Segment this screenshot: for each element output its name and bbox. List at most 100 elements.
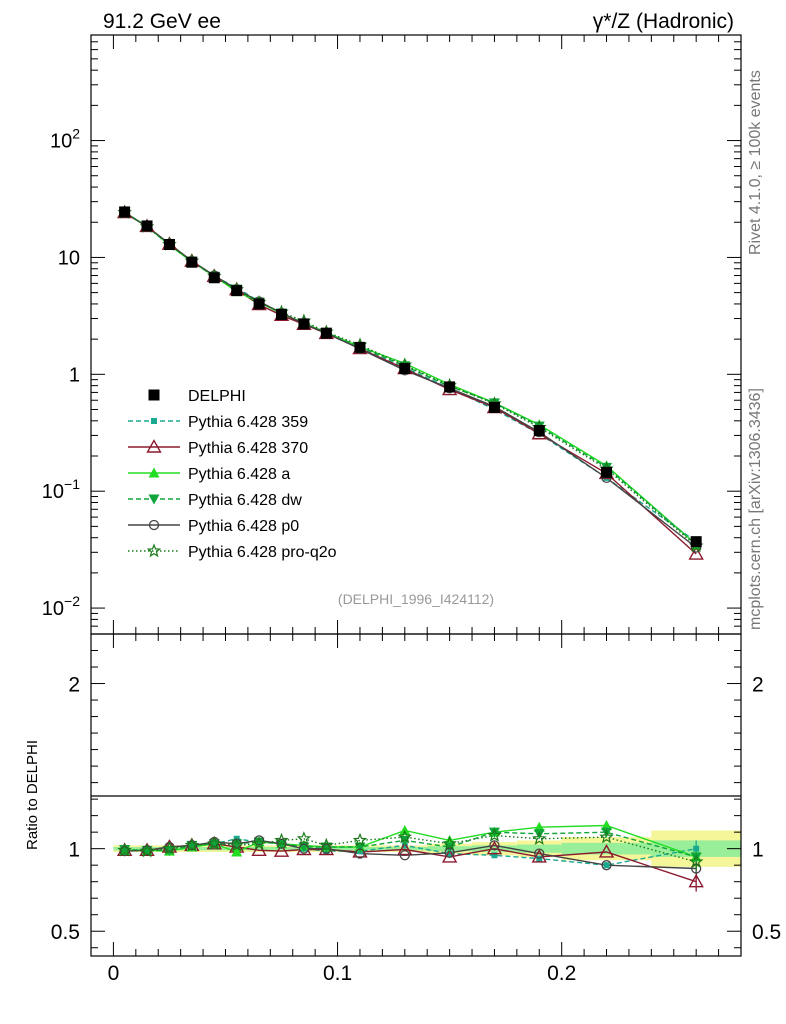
main-point-DELPHI	[208, 272, 220, 284]
legend-label-359: Pythia 6.428 359	[188, 414, 308, 431]
ratio-band-stat	[561, 842, 652, 855]
main-point-DELPHI	[231, 285, 243, 297]
ratio-point-dw	[231, 839, 243, 850]
ratio-point-a	[444, 834, 456, 845]
ratio-point-proq2o	[487, 827, 502, 842]
main-point-DELPHI	[186, 256, 198, 268]
main-y-tick-label: 1	[69, 364, 80, 386]
ratio-point-359	[491, 852, 498, 859]
ratio-point-proq2o	[139, 843, 155, 858]
ratio-point-proq2o	[251, 836, 267, 850]
ratio-x-tick-label: 0	[108, 962, 120, 985]
legend-label-DELPHI: DELPHI	[188, 388, 246, 405]
legend-marker-dw	[148, 494, 160, 505]
ratio-point-proq2o	[162, 841, 177, 855]
ratio-plot-frame	[90, 633, 742, 957]
main-point-DELPHI	[354, 341, 366, 353]
ratio-point-p0	[276, 838, 287, 849]
ratio-point-p0	[119, 845, 130, 857]
ratio-y-tick-label: 0.5	[51, 921, 80, 944]
main-point-DELPHI	[488, 402, 500, 414]
ratio-point-dw	[141, 845, 153, 856]
ratio-point-p0	[444, 847, 455, 858]
legend: DELPHI Pythia 6.428 359 Pythia 6.428 370 Py…	[128, 388, 337, 561]
legend-marker-370	[146, 439, 162, 453]
main-y-tick-label: 10−2	[42, 593, 80, 620]
plot-title-left: 91.2 GeV ee	[103, 10, 221, 33]
ratio-point-359	[446, 850, 453, 857]
main-point-DELPHI	[690, 536, 702, 548]
main-point-DELPHI	[298, 318, 310, 330]
main-point-370	[688, 546, 704, 560]
ratio-line-proq2o	[124, 834, 697, 863]
main-point-DELPHI	[444, 381, 456, 393]
legend-marker-359	[151, 418, 157, 424]
ratio-point-p0	[298, 843, 310, 854]
legend-label-dw: Pythia 6.428 dw	[188, 492, 302, 509]
legend-marker-p0	[148, 519, 160, 531]
plot-title-right: γ*/Z (Hadronic)	[593, 10, 734, 33]
ratio-point-proq2o	[397, 829, 413, 844]
ratio-point-a	[231, 846, 243, 857]
ratio-x-tick-label: 0.2	[547, 962, 576, 985]
ratio-point-370	[688, 873, 704, 888]
ratio-y-tick-label: 1	[68, 839, 80, 862]
ratio-point-370	[251, 842, 267, 857]
main-point-DELPHI	[119, 206, 131, 218]
legend-label-proq2o: Pythia 6.428 pro-q2o	[188, 544, 337, 561]
ratio-y-tick-label: 2	[68, 674, 80, 697]
ratio-point-proq2o	[184, 837, 200, 852]
ratio-point-dw	[253, 837, 265, 848]
ratio-point-p0	[321, 843, 332, 854]
main-point-DELPHI	[253, 298, 265, 310]
ratio-point-370	[397, 841, 413, 856]
main-point-DELPHI	[276, 308, 288, 320]
main-point-DELPHI	[163, 239, 175, 251]
ratio-panel: 0.5 0.5 1 1 2 2 0 0.1 0.2	[51, 633, 781, 985]
ratio-point-a	[601, 820, 613, 831]
main-y-tick-label: 10	[58, 247, 80, 269]
ratio-point-359	[603, 862, 610, 869]
ratio-band-stat	[247, 847, 271, 851]
ratio-x-tick-label: 0.1	[323, 962, 352, 985]
ratio-point-p0	[601, 860, 612, 871]
ratio-point-proq2o	[319, 837, 334, 852]
ratio-y-tick-label-right: 1	[752, 839, 764, 862]
ratio-point-proq2o	[442, 836, 457, 850]
legend-marker-DELPHI	[148, 389, 160, 401]
ratio-point-dw	[488, 827, 500, 838]
legend-label-a: Pythia 6.428 a	[188, 466, 290, 483]
legend-marker-proq2o	[146, 543, 162, 558]
main-point-DELPHI	[141, 220, 153, 232]
ratio-point-359	[693, 845, 700, 852]
ratio-point-p0	[489, 840, 500, 851]
ratio-point-proq2o	[274, 832, 289, 847]
legend-label-370: Pythia 6.428 370	[188, 440, 308, 457]
main-point-DELPHI	[320, 327, 332, 339]
ratio-point-370	[598, 844, 615, 858]
main-y-tick-label: 10−1	[42, 476, 80, 503]
ratio-point-proq2o	[352, 832, 368, 847]
ratio-point-a	[533, 821, 545, 832]
ratio-point-p0	[253, 835, 265, 846]
ratio-point-proq2o	[599, 829, 614, 844]
ratio-y-tick-label-right: 2	[752, 674, 764, 697]
ratio-point-370	[273, 843, 290, 857]
analysis-label: (DELPHI_1996_I424112)	[338, 591, 494, 607]
main-y-tick-label: 102	[50, 126, 80, 153]
ratio-point-proq2o	[229, 837, 244, 852]
ratio-point-proq2o	[532, 831, 547, 845]
ratio-point-p0	[399, 850, 410, 861]
legend-marker-a	[148, 467, 160, 478]
mcplots-label: mcplots.cern.ch [arXiv:1306.3436]	[747, 388, 764, 630]
ratio-band-stat	[382, 847, 428, 851]
ratio-point-proq2o	[688, 854, 704, 869]
ratio-point-p0	[534, 848, 545, 859]
ratio-y-tick-label-right: 0.5	[752, 921, 781, 944]
ratio-axis-label: Ratio to DELPHI	[24, 740, 41, 850]
ratio-point-proq2o	[207, 836, 222, 850]
main-point-DELPHI	[533, 425, 545, 437]
legend-label-p0: Pythia 6.428 p0	[188, 518, 299, 535]
main-panel: (DELPHI_1996_I424112) DELPHI Pythia 6.428…	[42, 34, 742, 635]
